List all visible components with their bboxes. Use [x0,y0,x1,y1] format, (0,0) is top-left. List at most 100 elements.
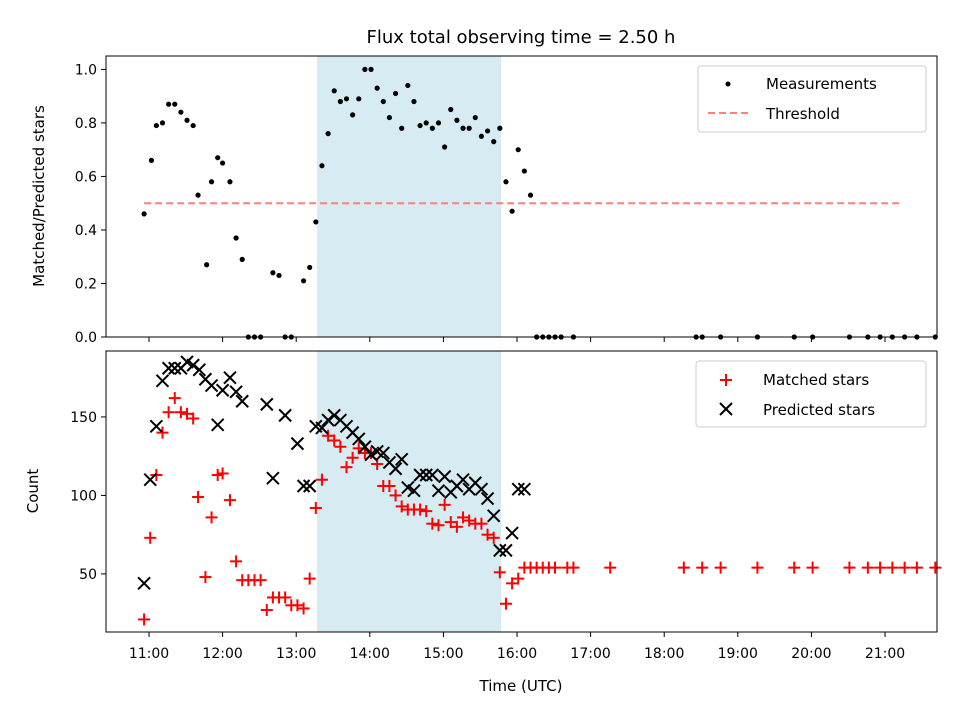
x-tick-label: 19:00 [718,646,758,662]
matched-star-point [199,571,212,584]
measurement-point [368,66,374,72]
legend-predicted-label: Predicted stars [763,401,875,419]
predicted-star-point [505,526,519,540]
bottom-marks [137,355,942,626]
measurement-point [239,256,245,262]
measurement-point [178,109,184,115]
matched-star-point [806,561,819,574]
predicted-star-point [327,408,341,423]
top-y-ticks: 0.0 0.2 0.4 0.6 0.8 1.0 [75,62,106,346]
legend-predicted-marker [719,402,733,416]
matched-star-point [677,561,690,574]
measurement-point [307,264,313,271]
measurement-point [521,168,527,174]
measurement-point [503,179,509,185]
matched-star-point [162,406,175,419]
matched-star-point [156,426,169,439]
measurement-point [343,96,350,102]
chart-title: Flux total observing time = 2.50 h [367,27,676,48]
top-y-tick-label: 0.6 [75,169,97,185]
matched-star-point [463,514,476,527]
matched-star-point [512,572,525,585]
predicted-star-point [266,471,280,485]
predicted-star-point [161,361,176,375]
matched-star-point [309,501,322,514]
predicted-star-point [229,385,243,399]
matched-star-point [216,467,229,480]
measurement-point [215,155,221,161]
x-tick-label: 11:00 [129,646,169,662]
measurement-point [319,163,325,169]
legend-threshold-label: Threshold [765,105,840,123]
matched-star-point [910,561,923,574]
measurement-point [442,144,448,150]
measurement-point [472,114,478,121]
matched-star-point [874,561,887,574]
measurement-point [208,179,215,185]
matched-star-point [843,561,856,574]
bottom-y-tick-label: 50 [79,567,97,583]
measurement-point [184,117,190,123]
measurement-point [153,122,159,129]
matched-star-point [346,451,359,464]
top-axes-frame [105,55,938,338]
bottom-y-tick-label: 100 [70,488,97,504]
top-x-ticks [148,337,886,342]
bottom-y-axis-label: Count [24,469,42,514]
measurement-point [448,106,454,113]
predicted-star-point [149,419,164,434]
predicted-star-point [260,397,274,412]
measurement-point [515,147,521,153]
measurement-point [270,270,276,276]
matched-star-point [438,498,451,511]
matched-star-point [751,561,764,574]
matched-star-point [604,561,617,574]
bottom-legend-box [695,360,927,428]
top-y-axis-label: Matched/Predicted stars [30,105,48,287]
predicted-star-point [480,491,495,506]
predicted-star-point [394,452,409,467]
predicted-star-point [486,509,501,523]
predicted-star-point [358,440,372,454]
predicted-star-point [511,482,525,496]
top-legend-box [697,65,927,133]
predicted-star-point [388,462,403,476]
measurement-point [276,272,282,279]
bottom-observing-span [317,351,502,632]
predicted-star-point [223,370,237,385]
predicted-star-point [352,432,366,446]
measurement-point [195,192,201,198]
matched-star-point [395,500,408,513]
matched-star-point [481,528,494,541]
matched-star-point [230,555,243,568]
x-tick-label: 20:00 [791,646,831,662]
measurement-point [374,85,380,91]
matched-star-point [223,494,236,507]
measurement-point [227,179,233,185]
legend-matched-marker [720,374,732,386]
matched-star-point [414,503,427,516]
matched-star-point [303,572,316,585]
matched-star-point [493,566,506,579]
measurement-point [405,82,411,89]
measurement-point [478,133,485,139]
predicted-star-point [474,482,489,496]
matched-star-point [334,440,347,453]
bottom-y-tick-label: 150 [70,410,97,426]
predicted-star-point [315,421,329,435]
matched-star-point [138,613,151,626]
measurement-point [399,125,405,131]
measurement-point [166,101,172,107]
matched-star-point [420,505,433,518]
x-tick-label: 17:00 [570,646,610,662]
x-tick-label: 13:00 [276,646,316,662]
bottom-x-ticks: 11:00 12:00 13:00 14:00 15:00 16:00 17:00 18:00… [129,632,905,662]
matched-star-point [322,429,335,442]
measurement-point [429,125,435,131]
predicted-star-point [499,543,513,558]
legend-measurements-marker [725,81,731,87]
matched-star-point [898,561,911,574]
bottom-legend: Matched stars Predicted stars [695,360,927,428]
predicted-star-point [517,482,532,496]
